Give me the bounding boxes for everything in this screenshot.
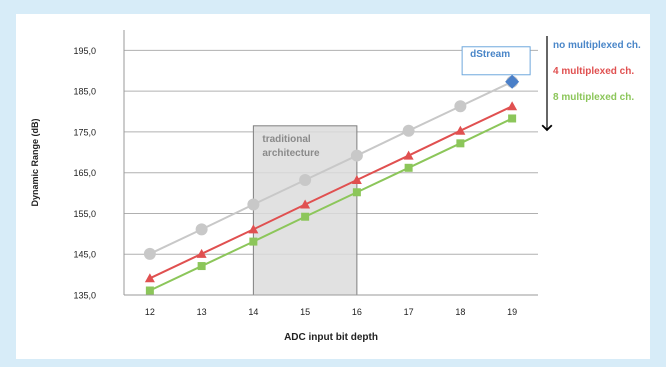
data-point: [143, 247, 156, 260]
y-tick-label: 155,0: [73, 209, 96, 219]
series-triangle: [144, 101, 518, 283]
y-tick-label: 175,0: [73, 127, 96, 137]
y-tick-label: 145,0: [73, 250, 96, 260]
x-tick-label: 14: [248, 307, 258, 317]
highlight-label-line2: architecture: [262, 148, 320, 159]
y-tick-label: 165,0: [73, 168, 96, 178]
series-group: [143, 75, 519, 295]
x-tick-label: 17: [404, 307, 414, 317]
y-axis-title: Dynamic Range (dB): [30, 118, 40, 206]
data-point: [351, 175, 362, 185]
data-point: [247, 198, 260, 211]
data-point: [507, 101, 518, 111]
data-point: [249, 237, 258, 246]
x-tick-label: 12: [145, 307, 155, 317]
data-point: [350, 149, 363, 162]
y-tick-label: 135,0: [73, 291, 96, 301]
y-tick-label: 195,0: [73, 46, 96, 56]
chart-panel: traditional architecture 135,0 145,0 155,0…: [16, 14, 650, 359]
data-point: [300, 199, 311, 209]
y-tick-labels: 135,0 145,0 155,0 165,0 175,0 185,0 195,0: [73, 46, 96, 301]
dstream-label: dStream: [470, 49, 510, 60]
data-point: [456, 139, 465, 148]
x-tick-label: 13: [197, 307, 207, 317]
x-axis-title: ADC input bit depth: [284, 332, 378, 343]
series-line: [149, 117, 513, 292]
data-point: [508, 114, 517, 123]
data-point: [197, 262, 206, 271]
series-line: [149, 105, 513, 280]
data-point: [145, 286, 154, 295]
data-point: [404, 163, 413, 172]
data-point: [144, 273, 155, 283]
data-point: [301, 212, 310, 221]
data-point: [196, 248, 207, 258]
data-point: [299, 174, 312, 187]
data-point: [455, 125, 466, 135]
legend-label: no multiplexed ch.: [553, 40, 641, 51]
data-point: [402, 124, 415, 137]
series-square: [145, 114, 517, 295]
data-point: [248, 224, 259, 234]
dynamic-range-chart: traditional architecture 135,0 145,0 155,0…: [30, 30, 641, 343]
x-tick-labels: 12 13 14 15 16 17 18 19: [145, 307, 517, 317]
data-point: [454, 100, 467, 113]
highlight-label-line1: traditional: [262, 134, 311, 145]
legend-label: 4 multiplexed ch.: [553, 66, 634, 77]
legend-label: 8 multiplexed ch.: [553, 92, 634, 103]
dstream-marker: [505, 74, 520, 89]
series-line: [149, 80, 513, 255]
y-tick-label: 185,0: [73, 87, 96, 97]
x-tick-label: 19: [507, 307, 517, 317]
data-point: [352, 188, 361, 197]
x-tick-label: 15: [300, 307, 310, 317]
dstream-callout: dStream: [461, 46, 531, 89]
dstream-label-box: [461, 46, 531, 76]
traditional-architecture-region: traditional architecture: [252, 125, 358, 296]
legend: no multiplexed ch. 4 multiplexed ch. 8 mul…: [541, 36, 641, 132]
x-tick-label: 18: [455, 307, 465, 317]
data-point: [403, 150, 414, 160]
data-point: [195, 223, 208, 236]
x-tick-label: 16: [352, 307, 362, 317]
